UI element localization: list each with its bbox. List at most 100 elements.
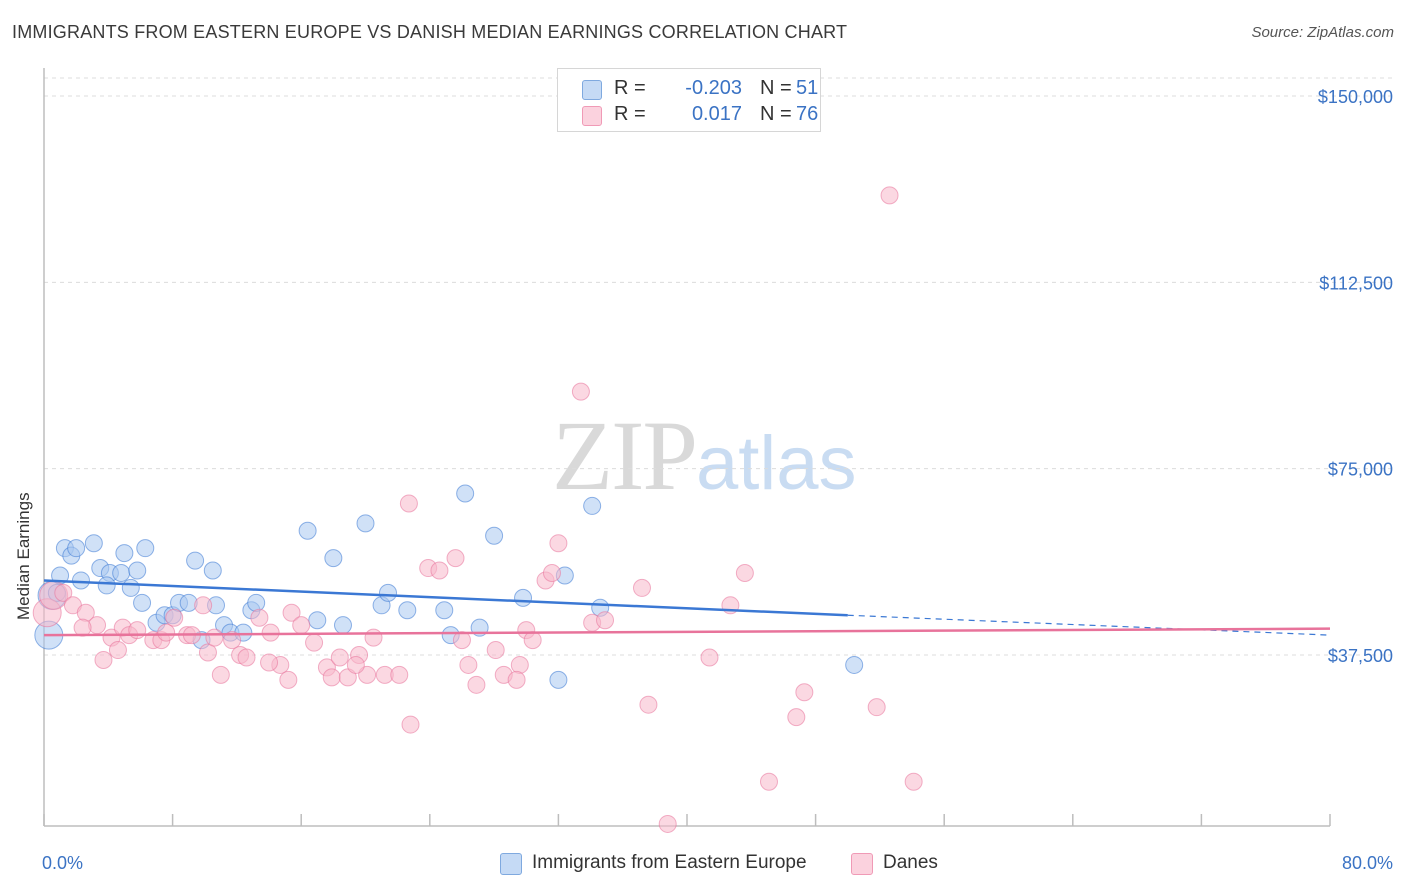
point-eastern-europe [485, 526, 504, 545]
point-danes [632, 578, 651, 597]
point-danes [305, 633, 324, 652]
point-eastern-europe [112, 564, 131, 583]
point-danes [54, 583, 73, 602]
watermark-atlas: atlas [696, 421, 857, 506]
point-eastern-europe [514, 588, 533, 607]
point-eastern-europe [121, 578, 140, 597]
point-eastern-europe [583, 496, 602, 515]
x-tick-label-max: 80.0% [1342, 853, 1393, 873]
point-danes [507, 670, 526, 689]
point-danes [165, 608, 184, 627]
point-danes [282, 603, 301, 622]
y-axis-label: Median Earnings [14, 492, 33, 620]
point-danes [261, 623, 280, 642]
point-eastern-europe [203, 561, 222, 580]
point-danes [571, 382, 590, 401]
point-eastern-europe [97, 576, 116, 595]
point-eastern-europe [456, 484, 475, 503]
grid-lines [44, 77, 1396, 656]
x-tick-label-min: 0.0% [42, 853, 83, 873]
point-eastern-europe [186, 551, 205, 570]
source-label: Source: ZipAtlas.com [1251, 24, 1394, 41]
y-tick-label: $150,000 [1318, 87, 1393, 107]
point-eastern-europe [298, 521, 317, 540]
point-danes [639, 695, 658, 714]
point-eastern-europe [133, 593, 152, 612]
point-danes [795, 683, 814, 702]
legend-r-value: 0.017 [691, 103, 742, 125]
point-danes [549, 534, 568, 553]
legend-swatch-blue [582, 80, 602, 100]
point-eastern-europe [128, 561, 147, 580]
point-danes [322, 668, 341, 687]
point-danes [904, 772, 923, 791]
point-danes [364, 628, 383, 647]
point-danes [523, 631, 542, 650]
point-eastern-europe [845, 655, 864, 674]
y-tick-label: $112,500 [1319, 273, 1393, 293]
legend-r-label: R = [614, 77, 646, 99]
point-eastern-europe [398, 601, 417, 620]
legend-swatch-pink [582, 106, 602, 126]
legend-n-value: 76 [796, 103, 819, 125]
point-eastern-europe [84, 534, 103, 553]
point-danes [486, 641, 505, 660]
trend-line-eastern-europe-extension [847, 614, 1331, 636]
point-eastern-europe [67, 539, 86, 558]
point-danes [735, 564, 754, 583]
legend-n-label: N = [760, 103, 792, 125]
point-danes [260, 653, 279, 672]
point-eastern-europe [356, 514, 375, 533]
point-danes [446, 549, 465, 568]
point-danes [250, 608, 269, 627]
point-danes [94, 650, 113, 669]
y-tick-label: $37,500 [1328, 646, 1393, 666]
point-danes [459, 655, 478, 674]
chart-title: IMMIGRANTS FROM EASTERN EUROPE VS DANISH… [12, 22, 848, 42]
point-danes [867, 698, 886, 717]
point-eastern-europe [71, 571, 90, 590]
point-danes [700, 648, 719, 667]
point-danes [390, 665, 409, 684]
point-eastern-europe [333, 616, 352, 635]
point-danes [73, 618, 92, 637]
point-eastern-europe [115, 544, 134, 563]
tick-labels: $37,500 $75,000 $112,500 $150,000 0.0% 80.0% [42, 87, 1393, 873]
point-danes [346, 655, 365, 674]
point-danes [279, 670, 298, 689]
legend-swatch-pink [851, 853, 873, 875]
bottom-legend-label: Immigrants from Eastern Europe [532, 852, 807, 873]
legend-n-value: 51 [796, 77, 819, 99]
trend-line-eastern-europe [43, 579, 848, 617]
point-danes [452, 631, 471, 650]
point-eastern-europe [549, 670, 568, 689]
legend-swatch-blue [500, 853, 522, 875]
point-danes [759, 772, 778, 791]
point-danes [223, 631, 242, 650]
point-eastern-europe [379, 583, 398, 602]
point-danes [205, 628, 224, 647]
y-tick-label: $75,000 [1328, 460, 1393, 480]
point-danes [292, 616, 311, 635]
point-danes [330, 648, 349, 667]
trend-line-danes [43, 627, 1331, 637]
point-danes [596, 611, 615, 630]
trend-lines [43, 579, 1331, 637]
point-danes [542, 564, 561, 583]
legend-n-label: N = [760, 77, 792, 99]
point-danes [880, 186, 899, 205]
correlation-legend: R = -0.203 N = 51 R = 0.017 N = 76 [557, 68, 821, 132]
point-danes [401, 715, 420, 734]
point-danes [128, 621, 147, 640]
legend-r-value: -0.203 [685, 77, 742, 99]
point-danes [467, 675, 486, 694]
point-danes [157, 623, 176, 642]
point-danes [194, 596, 213, 615]
watermark-zip: ZIP [552, 400, 698, 511]
point-eastern-europe [324, 549, 343, 568]
point-danes [237, 648, 256, 667]
point-danes [430, 561, 449, 580]
axes [43, 68, 1331, 827]
point-danes [510, 655, 529, 674]
